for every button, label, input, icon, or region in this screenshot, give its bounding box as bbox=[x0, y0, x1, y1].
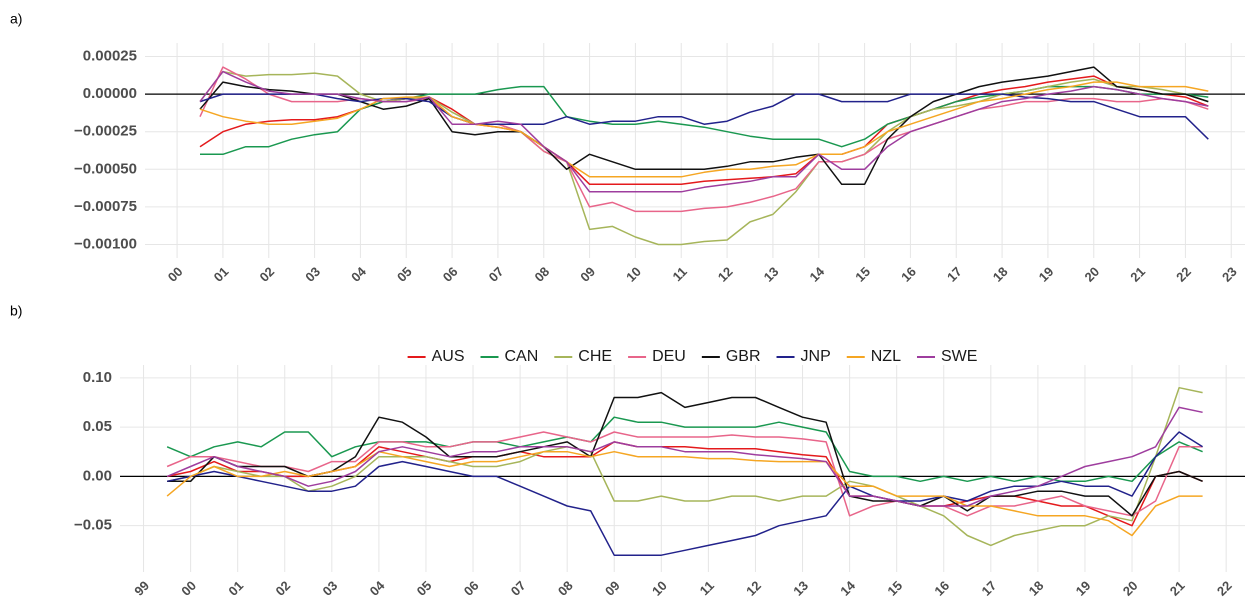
series-line bbox=[166, 406, 1203, 507]
legend-label: SWE bbox=[941, 348, 977, 365]
x-tick-label: 11 bbox=[669, 264, 689, 284]
x-tick-label: 18 bbox=[1026, 578, 1047, 599]
x-tick-label: 06 bbox=[461, 578, 482, 599]
x-tick-label: 13 bbox=[761, 264, 782, 285]
x-tick-label: 02 bbox=[256, 264, 277, 285]
x-tick-label: 09 bbox=[602, 578, 623, 599]
series-line bbox=[166, 431, 1203, 556]
x-tick-label: 00 bbox=[178, 578, 199, 599]
x-tick-label: 19 bbox=[1036, 264, 1057, 285]
y-tick-label: 0.00 bbox=[83, 467, 112, 484]
x-tick-label: 22 bbox=[1173, 264, 1194, 285]
legend-label: NZL bbox=[871, 348, 901, 365]
x-tick-label: 03 bbox=[320, 578, 341, 599]
x-tick-label: 00 bbox=[165, 264, 186, 285]
x-tick-label: 14 bbox=[837, 577, 858, 598]
x-tick-label: 04 bbox=[348, 263, 369, 284]
x-tick-label: 20 bbox=[1081, 264, 1102, 285]
x-tick-label: 19 bbox=[1073, 578, 1094, 599]
series-line bbox=[166, 431, 1203, 517]
series-line bbox=[199, 93, 1209, 140]
series-line bbox=[199, 81, 1209, 178]
x-tick-label: 01 bbox=[211, 264, 232, 285]
x-tick-label: 04 bbox=[367, 577, 388, 598]
x-tick-label: 03 bbox=[302, 264, 323, 285]
x-tick-label: 21 bbox=[1127, 264, 1148, 285]
y-tick-label: −0.05 bbox=[74, 517, 112, 534]
series-line bbox=[199, 66, 1209, 186]
x-tick-label: 23 bbox=[1219, 264, 1240, 285]
panel-label: b) bbox=[10, 303, 22, 319]
x-tick-label: 15 bbox=[884, 578, 905, 599]
x-tick-label: 21 bbox=[1167, 578, 1188, 599]
x-tick-label: 20 bbox=[1120, 578, 1141, 599]
series-line bbox=[166, 386, 1203, 547]
x-tick-label: 13 bbox=[790, 578, 811, 599]
y-tick-label: 0.00025 bbox=[83, 48, 137, 65]
y-tick-label: −0.00100 bbox=[74, 235, 137, 252]
x-tick-label: 12 bbox=[715, 264, 736, 285]
series-line bbox=[166, 416, 1203, 483]
x-tick-label: 05 bbox=[414, 578, 435, 599]
x-tick-label: 06 bbox=[440, 264, 461, 285]
legend-label: JNP bbox=[801, 348, 831, 365]
y-tick-label: −0.00025 bbox=[74, 123, 137, 140]
legend-label: AUS bbox=[432, 348, 465, 365]
legend-label: CHE bbox=[578, 348, 612, 365]
x-tick-label: 22 bbox=[1214, 578, 1235, 599]
x-tick-label: 07 bbox=[486, 264, 507, 285]
x-tick-label: 99 bbox=[131, 578, 152, 599]
x-tick-label: 09 bbox=[577, 264, 598, 285]
y-tick-label: 0.05 bbox=[83, 418, 112, 435]
series-line bbox=[199, 70, 1209, 193]
y-tick-label: 0.00000 bbox=[83, 85, 137, 102]
series-line bbox=[199, 70, 1209, 246]
legend: AUS CAN CHE DEU GBR JNP NZL SWE bbox=[407, 348, 977, 365]
legend-label: GBR bbox=[726, 348, 761, 365]
x-tick-label: 16 bbox=[898, 264, 919, 285]
x-tick-label: 16 bbox=[931, 578, 952, 599]
x-tick-label: 10 bbox=[649, 578, 670, 599]
panel-label: a) bbox=[10, 11, 22, 27]
x-tick-label: 08 bbox=[555, 578, 576, 599]
x-tick-label: 17 bbox=[979, 578, 1000, 599]
x-tick-label: 05 bbox=[394, 264, 415, 285]
x-tick-label: 10 bbox=[623, 264, 644, 285]
x-tick-label: 01 bbox=[225, 578, 246, 599]
x-tick-label: 07 bbox=[508, 578, 529, 599]
legend-label: CAN bbox=[505, 348, 539, 365]
x-tick-label: 08 bbox=[531, 264, 552, 285]
series-line bbox=[167, 391, 1203, 517]
series-line bbox=[166, 450, 1203, 537]
x-tick-label: 02 bbox=[272, 578, 293, 599]
legend-label: DEU bbox=[652, 348, 686, 365]
x-tick-label: 12 bbox=[743, 578, 764, 599]
x-tick-label: 15 bbox=[852, 264, 873, 285]
y-tick-label: −0.00075 bbox=[74, 198, 137, 215]
x-tick-label: 18 bbox=[990, 264, 1011, 285]
x-tick-label: 11 bbox=[697, 578, 717, 598]
x-tick-label: 14 bbox=[806, 263, 827, 284]
y-tick-label: 0.10 bbox=[83, 369, 112, 386]
x-tick-label: 17 bbox=[944, 264, 965, 285]
y-tick-label: −0.00050 bbox=[74, 160, 137, 177]
